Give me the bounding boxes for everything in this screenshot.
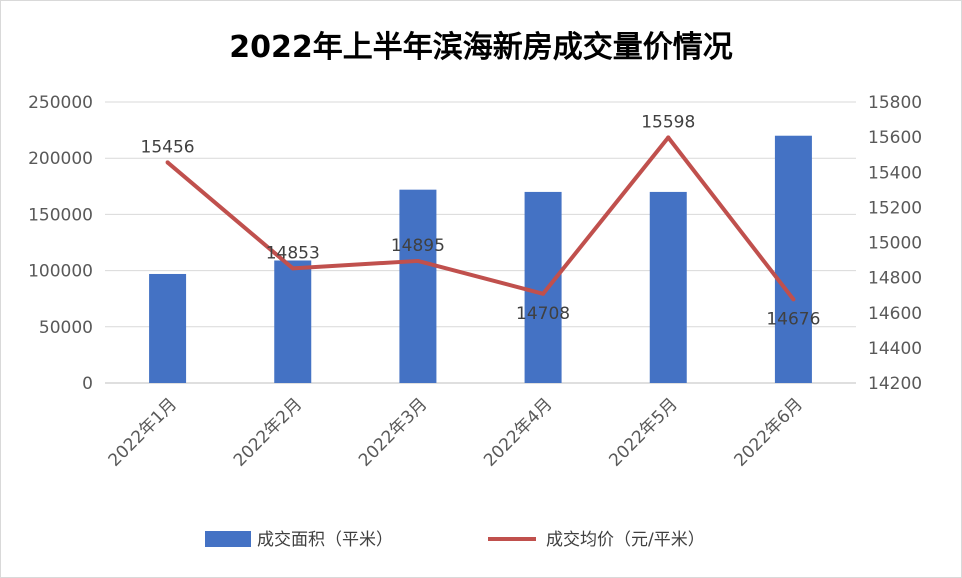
y-left-tick-label: 250000 [28,93,93,113]
line-point [290,266,295,271]
y-right-tick-label: 14800 [868,269,922,289]
y-right-tick-label: 14600 [868,304,922,324]
y-left-tick-label: 0 [82,374,93,394]
y-right-tick-label: 15200 [868,198,922,218]
line-data-label: 15456 [141,137,195,157]
line-point [666,135,671,140]
line-series [165,135,796,302]
y-right-tick-label: 15400 [868,163,922,183]
legend: 成交面积（平米） 成交均价（元/平米） [205,530,705,550]
y-left-tick-label: 200000 [28,149,93,169]
gridlines [105,101,856,384]
bar [274,260,312,383]
y-left-tick-label: 150000 [28,205,93,225]
x-tick-label: 2022年3月 [355,394,431,470]
y-left-tick-label: 100000 [28,262,93,282]
line-data-label: 14708 [516,304,570,324]
line-point [541,291,546,296]
legend-swatch-bar [205,531,251,547]
bar [774,135,812,383]
x-tick-label: 2022年1月 [105,394,181,470]
x-tick-label: 2022年4月 [480,394,556,470]
y-right-tick-label: 14200 [868,374,922,394]
x-tick-label: 2022年2月 [230,394,306,470]
line-data-label: 14676 [766,309,820,329]
line-point [791,297,796,302]
y-right-tick-label: 15000 [868,234,922,254]
line-data-label: 15598 [641,112,695,132]
line-data-label: 14895 [391,236,445,256]
bar [149,273,187,383]
x-tick-label: 2022年5月 [605,394,681,470]
line-data-label: 14853 [266,243,320,263]
line-point [415,258,420,263]
y-left-tick-label: 50000 [39,318,93,338]
legend-label-bar: 成交面积（平米） [257,530,393,550]
x-axis: 2022年1月 2022年2月 2022年3月 2022年4月 2022年5月 2022年… [105,394,807,470]
y-right-tick-label: 15800 [868,93,922,113]
line-path [166,135,795,301]
x-tick-label: 2022年6月 [731,394,807,470]
bar-series [149,135,812,383]
chart-title: 2022年上半年滨海新房成交量价情况 [229,30,733,65]
y-axis-left: 0 50000 100000 150000 200000 250000 [28,93,93,394]
y-right-tick-label: 14400 [868,339,922,359]
bar [524,191,562,383]
data-labels: 15456 14853 14895 14708 15598 14676 [141,112,821,329]
legend-label-line: 成交均价（元/平米） [546,530,705,550]
y-right-tick-label: 15600 [868,128,922,148]
line-point [165,160,170,165]
bar [399,189,437,383]
bar [649,191,687,383]
y-axis-right: 14200 14400 14600 14800 15000 15200 15400 15600… [868,93,922,394]
